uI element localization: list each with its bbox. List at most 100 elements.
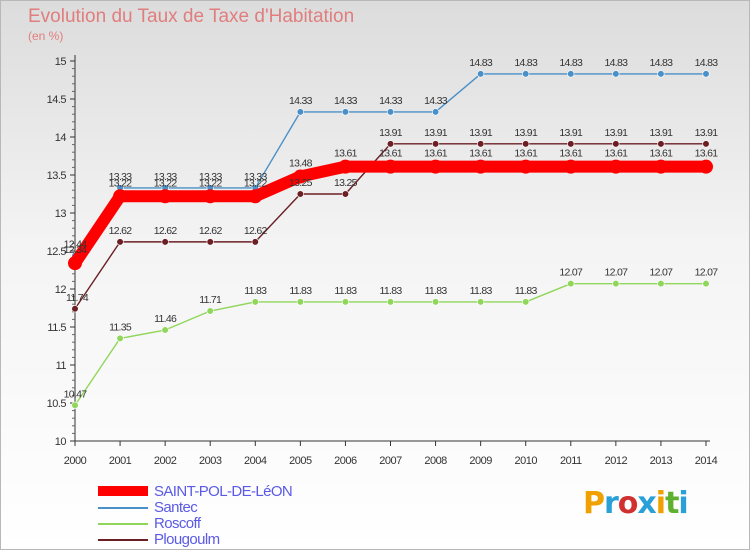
data-label: 13.91 [514, 127, 538, 139]
data-point [206, 238, 214, 246]
data-label: 12.62 [199, 225, 223, 237]
data-label: 11.83 [470, 285, 493, 297]
data-label: 14.83 [604, 57, 628, 69]
data-point [657, 70, 665, 78]
data-label: 13.61 [559, 148, 583, 160]
data-label: 13.61 [334, 148, 358, 160]
data-point [612, 280, 620, 288]
data-point [702, 140, 710, 148]
data-point [296, 108, 304, 116]
data-point [341, 108, 350, 116]
chart-subtitle: (en %) [28, 29, 64, 43]
data-point [612, 140, 620, 148]
data-label: 13.91 [379, 127, 403, 139]
x-tick-label: 2012 [605, 455, 628, 467]
data-label: 13.61 [695, 148, 719, 160]
data-label: 14.83 [514, 57, 538, 69]
data-point [522, 70, 530, 78]
data-point [567, 140, 575, 148]
data-label: 13.22 [244, 177, 268, 189]
data-label: 13.61 [379, 148, 403, 160]
y-tick-label: 14.5 [47, 94, 67, 106]
data-label: 13.91 [469, 127, 493, 139]
data-label: 12.62 [244, 225, 268, 237]
data-point [71, 305, 79, 313]
y-tick-label: 12.5 [47, 246, 67, 258]
data-label: 12.34 [64, 244, 88, 256]
data-label: 13.61 [650, 148, 674, 160]
data-label: 13.25 [334, 177, 358, 189]
data-label: 11.83 [334, 285, 357, 297]
data-point [338, 159, 353, 174]
data-label: 11.35 [109, 321, 132, 333]
legend-swatch [98, 486, 148, 496]
data-label: 12.07 [559, 267, 583, 279]
data-point [522, 140, 530, 148]
data-point [251, 298, 259, 306]
data-point [296, 190, 304, 198]
data-point [341, 298, 350, 306]
legend-label: Santec [154, 499, 198, 516]
data-label: 11.74 [66, 292, 89, 304]
data-point [431, 140, 440, 148]
data-label: 13.22 [154, 177, 178, 189]
data-point [608, 159, 623, 174]
data-point [612, 70, 620, 78]
data-point [477, 298, 485, 306]
logo-letter: i [678, 486, 688, 521]
x-tick-label: 2007 [379, 455, 402, 467]
data-label: 10.47 [64, 388, 88, 400]
data-point [251, 238, 259, 246]
x-tick-label: 2010 [514, 455, 537, 467]
data-point [206, 307, 214, 315]
data-label: 11.71 [199, 294, 222, 306]
data-point [657, 280, 665, 288]
data-label: 14.83 [650, 57, 674, 69]
x-tick-label: 2003 [199, 455, 222, 467]
data-label: 12.62 [154, 225, 178, 237]
x-tick-label: 2000 [64, 455, 87, 467]
data-point [116, 334, 124, 343]
data-point [702, 280, 710, 288]
data-point [431, 298, 440, 306]
data-label: 14.33 [289, 95, 313, 107]
data-point [161, 238, 169, 246]
logo-letter: o [617, 486, 639, 521]
data-label: 13.61 [604, 148, 628, 160]
y-tick-label: 10 [55, 436, 67, 448]
data-point [473, 159, 488, 174]
data-label: 11.83 [515, 285, 538, 297]
data-point [657, 140, 665, 148]
legend-label: Plougoulm [154, 531, 220, 548]
legend-swatch [98, 539, 148, 541]
data-label: 14.83 [469, 57, 493, 69]
data-point [296, 298, 304, 306]
data-label: 14.33 [424, 95, 448, 107]
logo-letter: x [637, 486, 656, 521]
data-point [428, 159, 443, 174]
data-point [431, 108, 440, 116]
data-label: 11.83 [425, 285, 448, 297]
data-label: 13.91 [695, 127, 719, 139]
data-label: 13.91 [424, 127, 448, 139]
data-point [386, 140, 395, 148]
data-point [522, 298, 530, 306]
x-tick-label: 2006 [334, 455, 357, 467]
proxiti-logo: Proxiti [583, 486, 689, 521]
x-tick-label: 2005 [289, 455, 312, 467]
x-tick-label: 2004 [244, 455, 267, 467]
data-point [71, 401, 79, 409]
data-label: 11.83 [244, 285, 267, 297]
data-label: 13.91 [604, 127, 628, 139]
data-label: 13.33 [244, 171, 268, 183]
y-tick-label: 12 [55, 284, 67, 296]
data-point [113, 189, 128, 204]
data-point [477, 70, 485, 78]
data-point [567, 280, 575, 288]
data-label: 13.91 [559, 127, 583, 139]
data-point [293, 169, 308, 184]
data-point [203, 189, 218, 204]
data-label: 14.33 [334, 95, 358, 107]
